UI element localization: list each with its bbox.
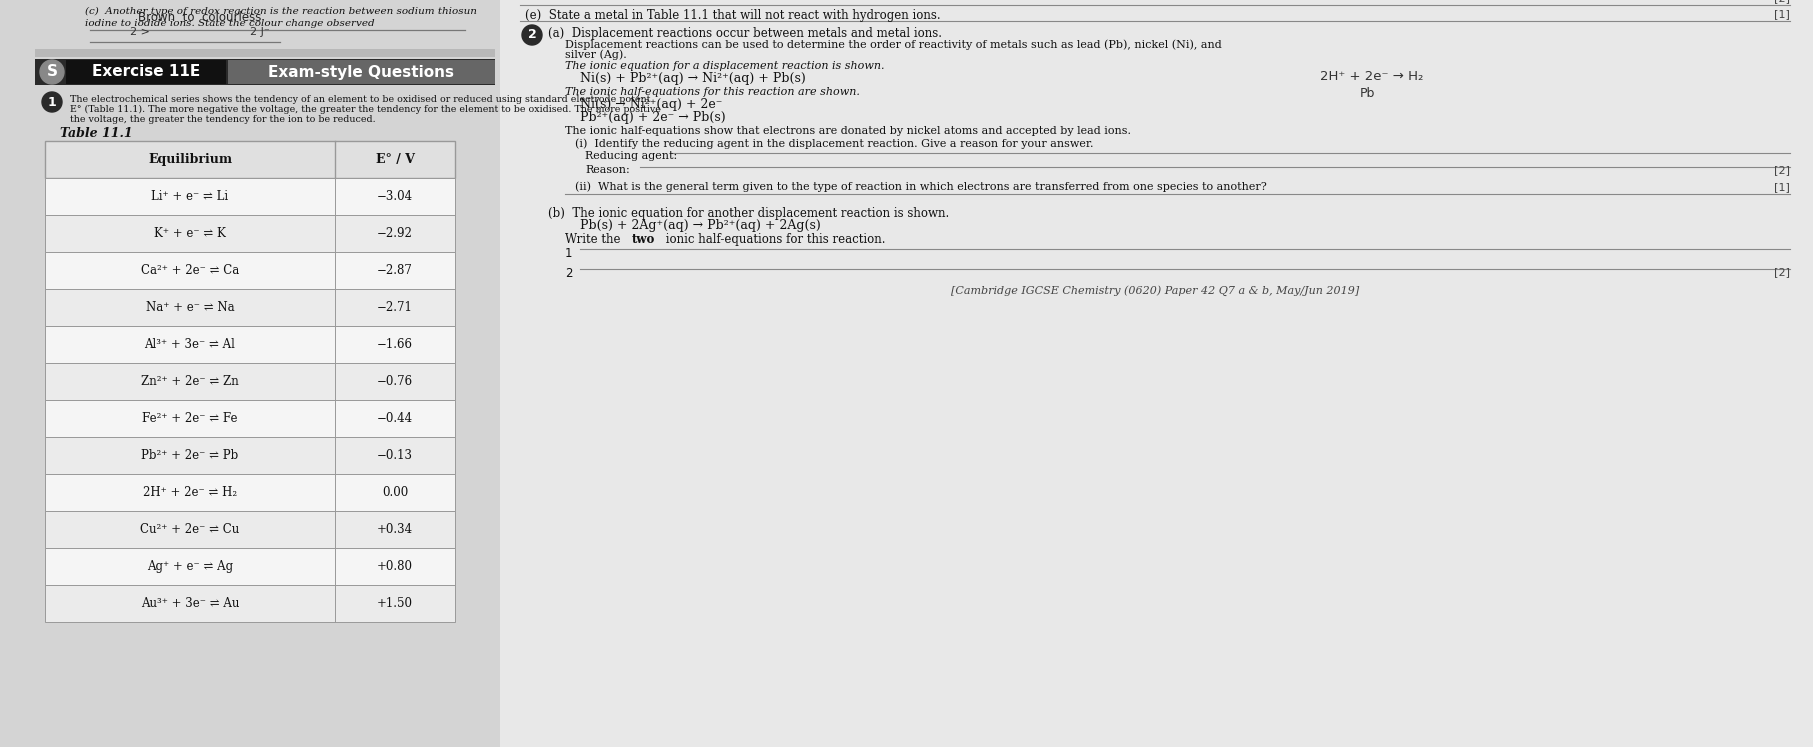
Text: E° / V: E° / V xyxy=(375,153,415,166)
Bar xyxy=(45,363,455,400)
Text: The ionic equation for a displacement reaction is shown.: The ionic equation for a displacement re… xyxy=(566,61,885,71)
Text: Exam-style Questions: Exam-style Questions xyxy=(268,64,453,79)
Text: Ca²⁺ + 2e⁻ ⇌ Ca: Ca²⁺ + 2e⁻ ⇌ Ca xyxy=(141,264,239,277)
Text: −2.87: −2.87 xyxy=(377,264,413,277)
Bar xyxy=(45,178,455,215)
Text: Table 11.1: Table 11.1 xyxy=(60,127,132,140)
Text: The ionic half-equations show that electrons are donated by nickel atoms and acc: The ionic half-equations show that elect… xyxy=(566,126,1131,136)
Text: Al³⁺ + 3e⁻ ⇌ Al: Al³⁺ + 3e⁻ ⇌ Al xyxy=(145,338,236,351)
Text: Pb(s) + 2Ag⁺(aq) → Pb²⁺(aq) + 2Ag(s): Pb(s) + 2Ag⁺(aq) → Pb²⁺(aq) + 2Ag(s) xyxy=(580,219,821,232)
Text: Fe²⁺ + 2e⁻ ⇌ Fe: Fe²⁺ + 2e⁻ ⇌ Fe xyxy=(141,412,238,425)
Bar xyxy=(34,49,495,57)
Text: 2: 2 xyxy=(528,28,537,42)
Text: 2: 2 xyxy=(566,267,573,280)
Bar xyxy=(45,511,455,548)
Text: (i)  Identify the reducing agent in the displacement reaction. Give a reason for: (i) Identify the reducing agent in the d… xyxy=(575,138,1093,149)
Bar xyxy=(45,585,455,622)
Text: E° (Table 11.1). The more negative the voltage, the greater the tendency for the: E° (Table 11.1). The more negative the v… xyxy=(71,105,662,114)
Bar xyxy=(45,252,455,289)
Text: [1]: [1] xyxy=(1775,182,1789,192)
Text: Ni(s) → Ni²⁺(aq) + 2e⁻: Ni(s) → Ni²⁺(aq) + 2e⁻ xyxy=(580,98,722,111)
Text: −2.71: −2.71 xyxy=(377,301,413,314)
Text: silver (Ag).: silver (Ag). xyxy=(566,49,627,60)
Bar xyxy=(45,437,455,474)
Text: ionic half-equations for this reaction.: ionic half-equations for this reaction. xyxy=(662,233,885,246)
Text: −0.44: −0.44 xyxy=(377,412,413,425)
Bar xyxy=(228,60,495,84)
Text: −2.92: −2.92 xyxy=(377,227,413,240)
Text: 2 J⁻: 2 J⁻ xyxy=(250,27,270,37)
Bar xyxy=(500,0,1813,747)
Bar xyxy=(45,215,455,252)
Text: The ionic half-equations for this reaction are shown.: The ionic half-equations for this reacti… xyxy=(566,87,859,97)
Bar xyxy=(45,548,455,585)
Text: Pb²⁺ + 2e⁻ ⇌ Pb: Pb²⁺ + 2e⁻ ⇌ Pb xyxy=(141,449,239,462)
Text: The electrochemical series shows the tendency of an element to be oxidised or re: The electrochemical series shows the ten… xyxy=(71,95,651,104)
Text: Pb: Pb xyxy=(1360,87,1376,100)
Text: 1: 1 xyxy=(566,247,573,260)
Text: [Cambridge IGCSE Chemistry (0620) Paper 42 Q7 a & b, May/Jun 2019]: [Cambridge IGCSE Chemistry (0620) Paper … xyxy=(950,285,1360,296)
Text: iodine to iodide ions. State the colour change observed: iodine to iodide ions. State the colour … xyxy=(85,19,375,28)
Text: (a)  Displacement reactions occur between metals and metal ions.: (a) Displacement reactions occur between… xyxy=(548,27,943,40)
Bar xyxy=(45,400,455,437)
Text: [1]: [1] xyxy=(1775,9,1789,19)
Text: 0.00: 0.00 xyxy=(383,486,408,499)
Circle shape xyxy=(522,25,542,45)
Text: [2]: [2] xyxy=(1773,165,1789,175)
Bar xyxy=(65,60,227,84)
Text: 2H⁺ + 2e⁻ ⇌ H₂: 2H⁺ + 2e⁻ ⇌ H₂ xyxy=(143,486,238,499)
Text: Displacement reactions can be used to determine the order of reactivity of metal: Displacement reactions can be used to de… xyxy=(566,39,1222,49)
Bar xyxy=(0,0,500,747)
Bar xyxy=(34,59,495,85)
Text: +0.34: +0.34 xyxy=(377,523,413,536)
Circle shape xyxy=(42,92,62,112)
Text: Au³⁺ + 3e⁻ ⇌ Au: Au³⁺ + 3e⁻ ⇌ Au xyxy=(141,597,239,610)
Text: (e)  State a metal in Table 11.1 that will not react with hydrogen ions.: (e) State a metal in Table 11.1 that wil… xyxy=(526,9,941,22)
Text: Brown  to  colourless: Brown to colourless xyxy=(138,11,261,24)
Text: two: two xyxy=(633,233,654,246)
Bar xyxy=(45,474,455,511)
Text: −0.76: −0.76 xyxy=(377,375,413,388)
Text: 1: 1 xyxy=(47,96,56,108)
Text: (b)  The ionic equation for another displacement reaction is shown.: (b) The ionic equation for another displ… xyxy=(548,207,950,220)
Text: (ii)  What is the general term given to the type of reaction in which electrons : (ii) What is the general term given to t… xyxy=(575,181,1267,191)
Text: Pb²⁺(aq) + 2e⁻ → Pb(s): Pb²⁺(aq) + 2e⁻ → Pb(s) xyxy=(580,111,725,124)
Text: −1.66: −1.66 xyxy=(377,338,413,351)
Text: 2H⁺ + 2e⁻ → H₂: 2H⁺ + 2e⁻ → H₂ xyxy=(1320,70,1423,83)
Text: the voltage, the greater the tendency for the ion to be reduced.: the voltage, the greater the tendency fo… xyxy=(71,115,375,124)
Text: [2]: [2] xyxy=(1773,267,1789,277)
Bar xyxy=(45,141,455,178)
Text: −3.04: −3.04 xyxy=(377,190,413,203)
Bar xyxy=(45,289,455,326)
Text: K⁺ + e⁻ ⇌ K: K⁺ + e⁻ ⇌ K xyxy=(154,227,227,240)
Text: Reducing agent:: Reducing agent: xyxy=(586,151,678,161)
Text: Ag⁺ + e⁻ ⇌ Ag: Ag⁺ + e⁻ ⇌ Ag xyxy=(147,560,234,573)
Text: Na⁺ + e⁻ ⇌ Na: Na⁺ + e⁻ ⇌ Na xyxy=(145,301,234,314)
Text: [2]: [2] xyxy=(1773,0,1789,3)
Text: −0.13: −0.13 xyxy=(377,449,413,462)
Text: Write the: Write the xyxy=(566,233,624,246)
Text: 2 >: 2 > xyxy=(131,27,150,37)
Text: S: S xyxy=(47,64,58,79)
Text: Exercise 11E: Exercise 11E xyxy=(92,64,199,79)
Text: +1.50: +1.50 xyxy=(377,597,413,610)
Bar xyxy=(45,326,455,363)
Text: Reason:: Reason: xyxy=(586,165,629,175)
Text: Cu²⁺ + 2e⁻ ⇌ Cu: Cu²⁺ + 2e⁻ ⇌ Cu xyxy=(140,523,239,536)
Text: Equilibrium: Equilibrium xyxy=(149,153,232,166)
Text: Ni(s) + Pb²⁺(aq) → Ni²⁺(aq) + Pb(s): Ni(s) + Pb²⁺(aq) → Ni²⁺(aq) + Pb(s) xyxy=(580,72,805,85)
Text: Zn²⁺ + 2e⁻ ⇌ Zn: Zn²⁺ + 2e⁻ ⇌ Zn xyxy=(141,375,239,388)
Text: +0.80: +0.80 xyxy=(377,560,413,573)
Circle shape xyxy=(40,60,63,84)
Text: Li⁺ + e⁻ ⇌ Li: Li⁺ + e⁻ ⇌ Li xyxy=(152,190,228,203)
Text: (c)  Another type of redox reaction is the reaction between sodium thiosun: (c) Another type of redox reaction is th… xyxy=(85,7,477,16)
